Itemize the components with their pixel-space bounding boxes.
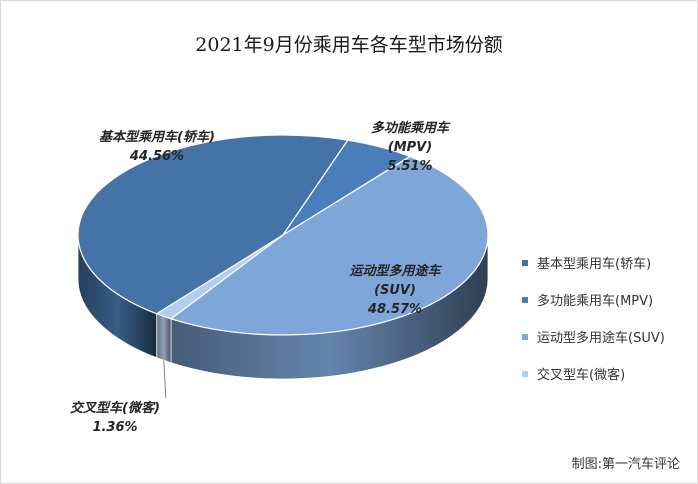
legend-label-suv: 运动型多用途车(SUV) bbox=[537, 331, 665, 346]
legend: 基本型乘用车(轿车) 多功能乘用车(MPV) 运动型多用途车(SUV) 交叉型车… bbox=[522, 244, 665, 392]
slice-value-suv: 48.57% bbox=[367, 302, 423, 317]
legend-swatch-suv bbox=[522, 333, 528, 340]
legend-label-minivan: 交叉型车(微客) bbox=[537, 368, 626, 383]
pie-slice-0 bbox=[77, 134, 349, 315]
legend-item-minivan: 交叉型车(微客) bbox=[522, 355, 665, 392]
slice-name-mpv: 多功能乘用车 bbox=[370, 121, 449, 136]
pie-slice-3 bbox=[155, 234, 284, 320]
slice-label-suv: 运动型多用途车 (SUV) 48.57% bbox=[330, 262, 460, 319]
legend-swatch-mpv bbox=[522, 296, 528, 303]
leader-line-minivan bbox=[163, 360, 167, 399]
chart-title: 2021年9月份乘用车各车型市场份额 bbox=[195, 34, 503, 56]
legend-swatch-minivan bbox=[522, 370, 528, 377]
legend-item-suv: 运动型多用途车(SUV) bbox=[522, 318, 665, 355]
slice-name-mpv-abbr: (MPV) bbox=[387, 140, 433, 155]
slice-value-sedan: 44.56% bbox=[129, 149, 185, 164]
legend-label-sedan: 基本型乘用车(轿车) bbox=[537, 257, 652, 272]
slice-label-minivan: 交叉型车(微客) 1.36% bbox=[50, 399, 180, 437]
slice-name-sedan: 基本型乘用车(轿车) bbox=[99, 130, 215, 145]
legend-label-mpv: 多功能乘用车(MPV) bbox=[537, 294, 654, 309]
slice-value-mpv: 5.51% bbox=[387, 159, 433, 174]
slice-label-sedan: 基本型乘用车(轿车) 44.56% bbox=[72, 128, 242, 166]
credit-text: 制图:第一汽车评论 bbox=[571, 457, 680, 472]
legend-swatch-sedan bbox=[522, 259, 528, 266]
pie-slice-2 bbox=[169, 155, 489, 336]
slice-value-minivan: 1.36% bbox=[92, 420, 138, 435]
slice-name-suv-abbr: (SUV) bbox=[374, 283, 416, 298]
slice-name-suv: 运动型多用途车 bbox=[349, 264, 441, 279]
pie-side-3 bbox=[156, 313, 172, 364]
slice-name-minivan: 交叉型车(微客) bbox=[70, 401, 160, 416]
slice-label-mpv: 多功能乘用车 (MPV) 5.51% bbox=[350, 119, 470, 176]
legend-item-sedan: 基本型乘用车(轿车) bbox=[522, 244, 665, 281]
legend-item-mpv: 多功能乘用车(MPV) bbox=[522, 281, 665, 318]
